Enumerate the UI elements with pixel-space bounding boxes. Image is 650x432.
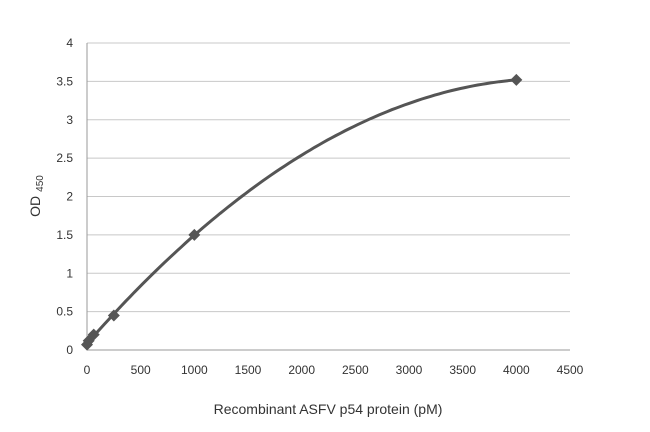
y-tick-label: 2 <box>66 190 73 204</box>
y-tick-label: 1 <box>66 266 73 280</box>
x-tick-label: 4500 <box>557 363 584 377</box>
y-tick-label: 2.5 <box>56 151 73 165</box>
y-axis-label: OD450 <box>27 175 46 217</box>
x-tick-label: 2500 <box>342 363 369 377</box>
series-line <box>85 78 517 345</box>
x-tick-label: 0 <box>84 363 91 377</box>
x-tick-label: 4000 <box>503 363 530 377</box>
y-tick-label: 0.5 <box>56 305 73 319</box>
y-tick-label: 0 <box>66 343 73 357</box>
x-tick-label: 1000 <box>181 363 208 377</box>
y-tick-label: 3.5 <box>56 74 73 88</box>
x-axis-label: Recombinant ASFV p54 protein (pM) <box>214 401 443 417</box>
data-point <box>510 73 523 86</box>
x-tick-label: 2000 <box>288 363 315 377</box>
x-tick-label: 3500 <box>449 363 476 377</box>
x-tick-label: 1500 <box>235 363 262 377</box>
data-point <box>107 309 120 322</box>
x-tick-label: 3000 <box>396 363 423 377</box>
y-axis-label-subscript: 450 <box>35 175 46 192</box>
y-tick-label: 3 <box>66 113 73 127</box>
data-point <box>87 328 100 341</box>
y-tick-label: 4 <box>66 36 73 50</box>
x-tick-label: 500 <box>131 363 151 377</box>
y-tick-label: 1.5 <box>56 228 73 242</box>
data-point <box>188 228 201 241</box>
